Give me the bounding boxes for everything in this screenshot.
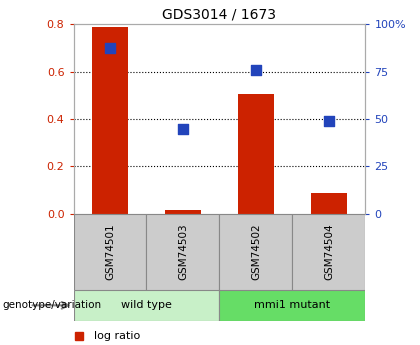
Text: mmi1 mutant: mmi1 mutant	[255, 300, 331, 310]
Bar	[220, 290, 365, 321]
Bar	[311, 193, 347, 214]
Text: genotype/variation: genotype/variation	[2, 300, 101, 310]
Text: GSM74503: GSM74503	[178, 224, 188, 280]
Bar	[220, 214, 292, 290]
Text: log ratio: log ratio	[94, 332, 140, 341]
Text: GSM74501: GSM74501	[105, 224, 115, 280]
Point	[326, 118, 332, 124]
Point	[107, 45, 113, 51]
Bar	[74, 290, 220, 321]
Point	[252, 67, 259, 72]
Bar	[238, 94, 274, 214]
Text: GSM74504: GSM74504	[324, 224, 334, 280]
Text: wild type: wild type	[121, 300, 172, 310]
Title: GDS3014 / 1673: GDS3014 / 1673	[163, 8, 276, 22]
Bar	[74, 214, 147, 290]
Bar	[165, 210, 201, 214]
Bar	[292, 214, 365, 290]
Bar	[147, 214, 220, 290]
Bar	[92, 27, 128, 214]
Text: GSM74502: GSM74502	[251, 224, 261, 280]
Point	[180, 126, 186, 131]
